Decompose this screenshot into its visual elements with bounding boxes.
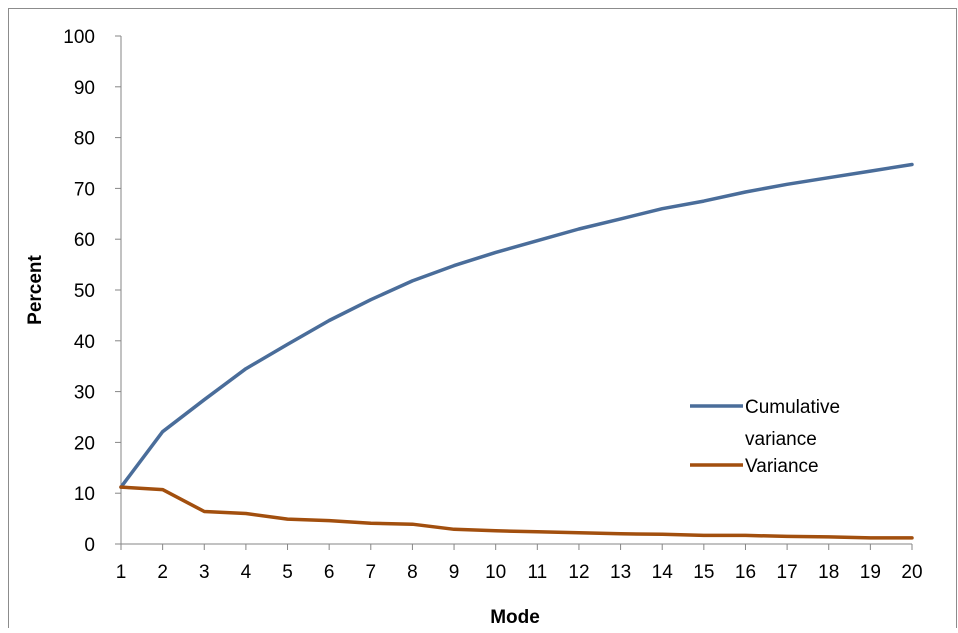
y-tick-label: 30 bbox=[74, 383, 95, 404]
x-tick-label: 15 bbox=[693, 562, 714, 583]
series-group bbox=[119, 162, 914, 540]
x-tick-label: 20 bbox=[901, 562, 922, 583]
x-tick-label: 2 bbox=[157, 562, 168, 583]
x-axis-title: Mode bbox=[490, 607, 540, 628]
legend: Cumulative variance Variance bbox=[690, 397, 840, 477]
y-tick-label: 40 bbox=[74, 332, 95, 353]
y-tick-label: 20 bbox=[74, 433, 95, 454]
x-tick-label: 19 bbox=[860, 562, 881, 583]
x-tick-label: 14 bbox=[652, 562, 674, 583]
legend-label: Cumulative bbox=[745, 397, 840, 418]
x-tick-label: 16 bbox=[735, 562, 756, 583]
x-tick-label: 3 bbox=[199, 562, 210, 583]
x-tick-label: 7 bbox=[366, 562, 377, 583]
x-tick-label: 18 bbox=[818, 562, 839, 583]
x-tick-label: 17 bbox=[777, 562, 798, 583]
y-tick-label: 70 bbox=[74, 179, 95, 200]
legend-label: Variance bbox=[745, 456, 819, 477]
y-tick-label: 90 bbox=[74, 78, 95, 99]
series-line-cumulative-variance bbox=[119, 162, 914, 489]
x-tick-label: 11 bbox=[527, 562, 547, 583]
legend-label: variance bbox=[745, 429, 817, 450]
x-tick-label: 10 bbox=[485, 562, 506, 583]
x-tick-label: 5 bbox=[282, 562, 293, 583]
x-tick-label: 12 bbox=[568, 562, 589, 583]
y-tick-label: 50 bbox=[74, 281, 95, 302]
y-tick-label: 80 bbox=[74, 129, 95, 150]
x-tick-label: 4 bbox=[241, 562, 252, 583]
x-tick-label: 13 bbox=[610, 562, 631, 583]
y-tick-label: 10 bbox=[74, 484, 95, 505]
series-line-variance bbox=[119, 485, 914, 540]
x-tick-label: 9 bbox=[449, 562, 460, 583]
y-tick-label: 0 bbox=[84, 535, 95, 556]
x-tick-label: 6 bbox=[324, 562, 335, 583]
x-tick-label: 8 bbox=[407, 562, 418, 583]
y-tick-label: 60 bbox=[74, 230, 95, 251]
y-axis-title: Percent bbox=[25, 254, 46, 324]
x-tick-label: 1 bbox=[116, 562, 127, 583]
y-tick-label: 100 bbox=[63, 27, 95, 48]
